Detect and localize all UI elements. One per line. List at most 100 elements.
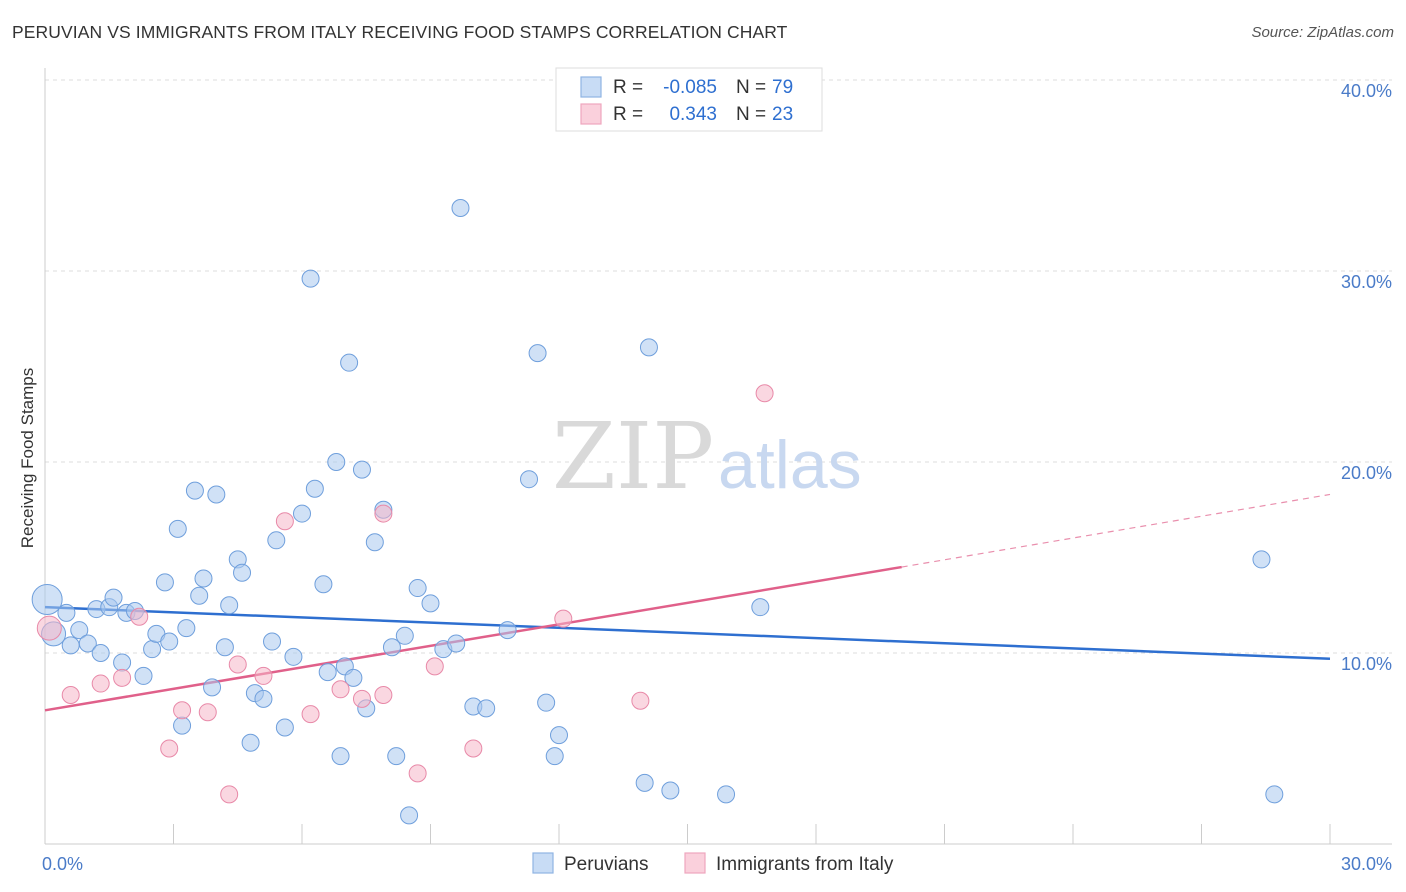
legend-r-value-2: 0.343	[669, 104, 717, 125]
peruvian-point	[241, 733, 260, 752]
peruvian-point	[57, 603, 76, 622]
x-tick-label-min: 0.0%	[42, 854, 83, 874]
italy-point	[220, 785, 239, 804]
peruvian-point	[550, 726, 568, 745]
peruvian-point	[190, 586, 209, 605]
peruvian-point	[78, 634, 97, 653]
y-axis-tick-labels: 10.0% 20.0% 30.0% 40.0%	[1341, 81, 1392, 674]
peruvian-point	[545, 747, 564, 766]
italy-point	[113, 668, 132, 687]
peruvian-point	[400, 806, 419, 825]
peruvian-point	[395, 626, 414, 645]
bottom-legend-label-peruvians: Peruvians	[564, 854, 649, 875]
italy-point	[228, 655, 247, 674]
peruvian-point	[331, 747, 350, 766]
italy-point	[374, 504, 393, 523]
peruvian-point	[185, 481, 204, 500]
peruvian-point	[537, 693, 556, 712]
italy-point	[464, 739, 483, 758]
data-points	[31, 198, 1284, 825]
peruvian-point	[661, 781, 680, 800]
peruvian-point	[305, 479, 324, 498]
peruvian-point	[314, 575, 333, 594]
peruvian-point	[207, 485, 226, 504]
watermark-atlas: atlas	[718, 427, 862, 503]
peruvian-point	[520, 470, 539, 489]
peruvian-point	[104, 588, 123, 607]
italy-point	[160, 739, 179, 758]
peruvian-point	[31, 584, 63, 616]
italy-point	[254, 666, 273, 685]
peruvian-point	[451, 198, 470, 217]
italy-point	[374, 686, 393, 705]
peruvian-point	[233, 563, 252, 582]
italy-point	[425, 657, 444, 676]
y-tick-label: 10.0%	[1341, 654, 1392, 674]
peruvian-point	[220, 596, 239, 615]
peruvian-point	[113, 653, 132, 672]
source-credit: Source: ZipAtlas.com	[1251, 24, 1394, 41]
peruvian-point	[215, 638, 234, 657]
italy-point	[91, 674, 110, 693]
peruvian-point	[635, 773, 654, 792]
peruvian-point	[267, 531, 286, 550]
peruvian-point	[301, 269, 320, 288]
italy-point	[36, 615, 62, 641]
legend-r-label-2: R =	[613, 104, 643, 125]
peruvian-point	[254, 689, 273, 708]
italy-point	[173, 701, 192, 720]
peruvian-trend-line	[44, 605, 1331, 660]
legend-r-value-1: -0.085	[663, 77, 717, 98]
peruvian-point	[70, 621, 89, 640]
italy-point	[61, 686, 80, 705]
chart-title: PERUVIAN VS IMMIGRANTS FROM ITALY RECEIV…	[12, 22, 788, 42]
peruvian-point	[134, 666, 153, 685]
x-tick-label-max: 30.0%	[1341, 854, 1392, 874]
trend-lines	[44, 493, 1331, 712]
bottom-legend-swatch-italy	[684, 852, 706, 874]
legend-n-label-1: N =	[736, 77, 766, 98]
peruvian-point	[1252, 550, 1271, 569]
peruvian-point	[447, 634, 466, 653]
peruvian-point	[327, 453, 346, 471]
bottom-legend-swatch-peruvians	[532, 852, 554, 874]
peruvian-point	[387, 747, 406, 766]
series-legend: Peruvians Immigrants from Italy	[532, 852, 894, 875]
italy-point	[301, 705, 320, 724]
axes	[44, 68, 1392, 845]
legend-swatch-peruvians	[580, 76, 602, 98]
legend-n-label-2: N =	[736, 104, 766, 125]
italy-point	[755, 384, 774, 403]
peruvian-point	[344, 668, 363, 687]
peruvian-point	[751, 598, 770, 617]
peruvian-point	[421, 594, 440, 613]
italy-trend-line	[44, 565, 902, 712]
peruvian-point	[340, 353, 359, 372]
y-tick-label: 40.0%	[1341, 81, 1392, 101]
peruvian-point	[284, 647, 303, 666]
peruvian-point	[1265, 785, 1284, 804]
legend-n-value-1: 79	[772, 77, 793, 98]
legend-swatch-italy	[580, 103, 602, 125]
x-axis-ticks	[44, 824, 1331, 844]
peruvian-point	[528, 344, 547, 363]
peruvian-point	[168, 519, 187, 538]
peruvian-point	[263, 632, 282, 651]
italy-point	[352, 689, 371, 708]
italy-point	[331, 680, 350, 699]
peruvian-point	[318, 663, 337, 682]
watermark: ZIP atlas	[552, 403, 862, 510]
peruvian-point	[194, 569, 213, 588]
y-tick-label: 20.0%	[1341, 463, 1392, 483]
peruvian-point	[408, 579, 427, 598]
peruvian-point	[143, 640, 162, 659]
peruvian-point	[91, 644, 110, 662]
y-axis-label: Receiving Food Stamps	[18, 368, 37, 548]
legend-r-label-1: R =	[613, 77, 643, 98]
italy-point	[554, 609, 573, 628]
peruvian-point	[382, 638, 401, 657]
peruvian-point	[498, 621, 517, 640]
y-tick-label: 30.0%	[1341, 272, 1392, 292]
peruvian-point	[203, 678, 222, 697]
